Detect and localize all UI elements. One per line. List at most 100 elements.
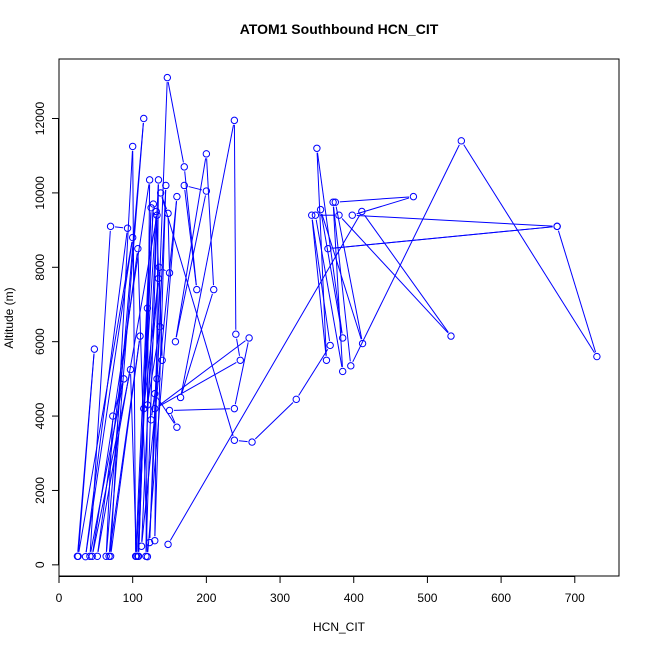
- series-segment: [311, 219, 327, 356]
- series-segment: [97, 253, 138, 552]
- data-point: [149, 200, 158, 208]
- series-segment: [463, 144, 595, 354]
- series-segment: [85, 232, 128, 553]
- series-segment: [90, 383, 124, 552]
- series-segment: [92, 373, 131, 552]
- data-point: [171, 337, 180, 346]
- y-tick-label: 2000: [33, 477, 47, 504]
- data-point: [102, 552, 110, 560]
- series-segment: [167, 81, 184, 163]
- data-point: [153, 211, 161, 219]
- data-point: [165, 406, 174, 415]
- y-tick-label: 0: [33, 561, 47, 568]
- y-axis: 0 2000 4000 6000 8000 10000 12000: [33, 102, 59, 568]
- series-segment: [158, 362, 237, 407]
- data-point: [245, 334, 253, 342]
- series-segment: [161, 197, 234, 437]
- data-point: [126, 365, 135, 374]
- series-segment: [141, 184, 159, 542]
- data-point: [74, 552, 82, 560]
- series-segment: [206, 158, 214, 286]
- series-segment: [180, 124, 235, 394]
- data-point: [164, 540, 172, 549]
- series-segment: [106, 122, 144, 552]
- series-segment: [175, 158, 207, 338]
- data-point: [88, 552, 96, 560]
- series-segment: [332, 226, 553, 249]
- x-tick-label: 400: [344, 591, 364, 605]
- data-point: [86, 552, 94, 560]
- x-tick-label: 100: [123, 591, 143, 605]
- series-segment: [238, 440, 248, 443]
- data-point: [173, 423, 181, 431]
- series-segment: [147, 201, 178, 553]
- series-lines: [77, 81, 597, 553]
- data-point: [326, 341, 334, 350]
- series-segment: [145, 219, 158, 552]
- data-point: [210, 285, 218, 294]
- data-point: [109, 412, 117, 420]
- series-segment: [557, 230, 597, 353]
- y-tick-label: 12000: [33, 102, 47, 136]
- series-segment: [341, 218, 449, 334]
- series-segment: [156, 331, 161, 375]
- chart-title: ATOM1 Southbound HCN_CIT: [240, 21, 439, 37]
- data-point: [329, 198, 337, 206]
- data-point: [335, 211, 343, 219]
- series-segment: [162, 268, 166, 272]
- data-point: [154, 274, 163, 283]
- data-point: [292, 395, 300, 404]
- data-point: [230, 404, 239, 413]
- series-segment: [315, 219, 343, 368]
- x-tick-label: 300: [270, 591, 290, 605]
- data-point: [593, 352, 601, 361]
- data-point: [153, 375, 161, 383]
- data-point: [163, 73, 172, 82]
- series-segment: [234, 342, 249, 405]
- series-segment: [188, 186, 203, 191]
- data-point: [176, 393, 185, 402]
- data-point: [313, 144, 321, 152]
- data-point: [140, 114, 148, 123]
- data-point: [145, 538, 154, 547]
- data-point: [248, 438, 256, 446]
- series-segment: [311, 219, 331, 342]
- y-axis-label: Altitude (m): [2, 287, 16, 348]
- data-point: [151, 390, 159, 398]
- series-segment: [145, 184, 151, 552]
- series-segment: [167, 217, 170, 269]
- series-segment: [78, 241, 133, 552]
- series-segment: [333, 206, 351, 362]
- data-point: [230, 116, 239, 125]
- data-point: [308, 211, 316, 219]
- data-point: [106, 552, 115, 560]
- data-point: [230, 436, 239, 444]
- y-tick-label: 4000: [33, 402, 47, 429]
- series-segment: [352, 144, 460, 363]
- data-point: [123, 224, 132, 232]
- series-segment: [175, 195, 206, 338]
- data-point: [409, 192, 418, 201]
- y-tick-label: 10000: [33, 176, 47, 210]
- series-segment: [364, 214, 449, 333]
- data-point: [143, 304, 152, 312]
- data-point: [180, 181, 188, 190]
- data-point: [106, 222, 115, 231]
- data-point: [151, 536, 159, 545]
- data-point: [173, 192, 181, 201]
- data-point: [338, 367, 347, 376]
- data-point: [147, 416, 155, 424]
- data-point: [447, 332, 455, 340]
- data-point: [143, 552, 152, 561]
- series-segment: [158, 340, 246, 407]
- series-segment: [320, 213, 343, 334]
- x-axis-label: HCN_CIT: [313, 620, 366, 634]
- series-segment: [78, 353, 95, 552]
- series-segment: [356, 214, 553, 227]
- data-point: [155, 263, 163, 271]
- data-point: [202, 150, 211, 158]
- series-points: [73, 73, 601, 561]
- data-point: [134, 244, 142, 253]
